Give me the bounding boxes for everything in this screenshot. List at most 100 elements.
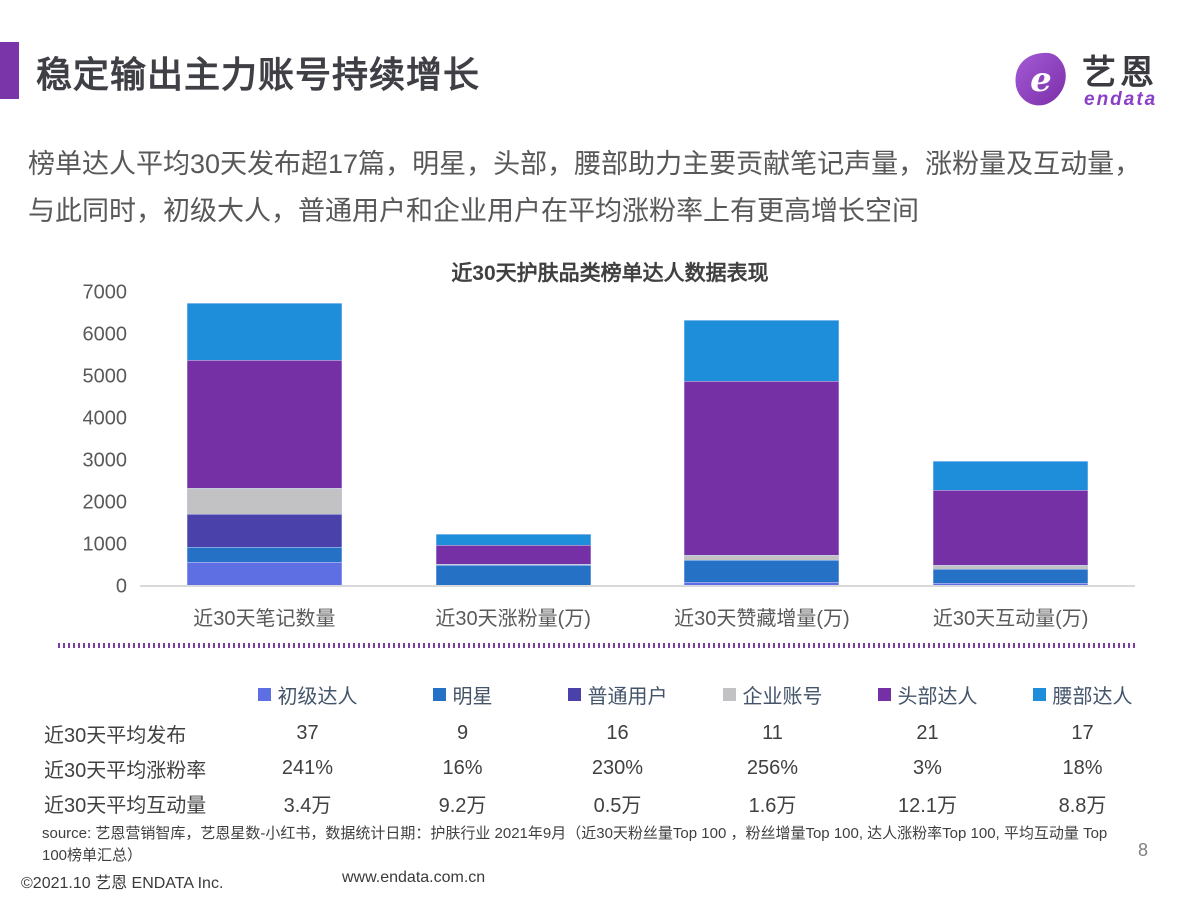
chart-legend: 初级达人 明星 普通用户 企业账号 头部达人 腰部达人 [230, 680, 1160, 709]
legend-label-明星: 明星 [452, 686, 493, 708]
bar-segment-初级达人 [933, 583, 1089, 585]
legend-item-普通用户: 普通用户 [540, 680, 695, 709]
stats-value-3-4: 1.6万 [748, 795, 797, 817]
source-note-line-1: source: 艺恩营销智库，艺恩星数-小红书，数据统计日期：护肤行业 2021… [42, 825, 1079, 842]
stats-row-label: 近30天平均互动量 [44, 795, 207, 817]
brand-name-en: endata [1084, 88, 1158, 110]
page-title: 稳定输出主力账号持续增长 [36, 54, 481, 95]
legend-label-企业账号: 企业账号 [742, 686, 823, 708]
stats-value-1-3: 16 [606, 722, 629, 744]
stats-value-3-3: 0.5万 [593, 795, 642, 817]
x-axis-labels: 近30天笔记数量 近30天涨粉量(万) 近30天赞藏增量(万) 近30天互动量(万) [140, 602, 1135, 631]
brand-name-cn: 艺恩 [1082, 53, 1158, 92]
intro-paragraph: 榜单达人平均30天发布超17篇，明星，头部，腰部助力主要贡献笔记声量，涨粉量及互… [28, 141, 1188, 235]
stats-value-2-1: 241% [281, 757, 334, 779]
legend-item-头部达人: 头部达人 [850, 680, 1005, 709]
stats-value-3-1: 3.4万 [283, 795, 332, 817]
y-tick-4000: 4000 [82, 407, 128, 430]
y-tick-7000: 7000 [82, 281, 128, 304]
bar-segment-腰部达人 [933, 460, 1089, 491]
legend-label-初级达人: 初级达人 [277, 686, 358, 708]
y-tick-6000: 6000 [82, 323, 128, 346]
stats-value-3-6: 8.8万 [1058, 795, 1107, 817]
bar-segment-普通用户 [186, 513, 342, 548]
legend-label-腰部达人: 腰部达人 [1052, 686, 1133, 708]
stats-value-1-2: 9 [456, 722, 469, 744]
y-axis: 7000 6000 5000 4000 3000 2000 1000 0 [0, 282, 128, 598]
bar-segment-头部达人 [684, 381, 840, 556]
legend-item-初级达人: 初级达人 [230, 680, 385, 709]
bar-segment-明星 [435, 565, 591, 585]
x-label-2: 近30天涨粉量(万) [435, 608, 591, 630]
source-note: source: 艺恩营销智库，艺恩星数-小红书，数据统计日期：护肤行业 2021… [42, 823, 1130, 867]
bar-segment-腰部达人 [435, 533, 591, 545]
bar-segment-明星 [186, 547, 342, 562]
legend-item-明星: 明星 [385, 680, 540, 709]
stats-value-2-6: 18% [1062, 757, 1103, 779]
stacked-bar-2 [435, 533, 591, 585]
legend-swatch-腰部达人 [1032, 688, 1046, 701]
bar-segment-企业账号 [435, 563, 591, 566]
footer-copyright: ©2021.10 艺恩 ENDATA Inc. [21, 875, 224, 892]
stats-table: 近30天平均发布 37 9 16 11 21 17 近30天平均涨粉率 241% 16% 230% 2… [40, 716, 1160, 821]
stats-row-label: 近30天平均发布 [44, 725, 187, 747]
stacked-bar-3 [684, 319, 840, 585]
stats-row-3: 近30天平均互动量 3.4万 9.2万 0.5万 1.6万 12.1万 8.8万 [40, 786, 1160, 821]
bar-segment-企业账号 [186, 488, 342, 514]
stats-row-label: 近30天平均涨粉率 [44, 760, 207, 782]
legend-swatch-普通用户 [567, 688, 581, 701]
stats-value-1-6: 17 [1071, 722, 1094, 744]
page-number: 8 [1138, 840, 1149, 860]
legend-label-普通用户: 普通用户 [587, 686, 668, 708]
stats-value-1-5: 21 [916, 722, 939, 744]
endata-logo-text: 艺恩 endata [1082, 56, 1158, 110]
stats-value-1-1: 37 [296, 722, 319, 744]
y-tick-5000: 5000 [82, 365, 128, 388]
plot-area [140, 293, 1135, 587]
bar-segment-初级达人 [186, 561, 342, 585]
legend-swatch-企业账号 [722, 688, 736, 701]
stacked-bar-chart: 7000 6000 5000 4000 3000 2000 1000 0 [0, 282, 1200, 598]
stats-row-2: 近30天平均涨粉率 241% 16% 230% 256% 3% 18% [40, 751, 1160, 786]
endata-logo-icon: e [1012, 50, 1072, 115]
x-label-1: 近30天笔记数量 [193, 608, 336, 630]
intro-line-1: 榜单达人平均30天发布超17篇，明星，头部，腰部助力主要贡献笔记声量，涨粉量及互… [28, 149, 1142, 179]
legend-swatch-明星 [432, 688, 446, 701]
bar-segment-头部达人 [933, 490, 1089, 566]
svg-text:e: e [1030, 60, 1052, 100]
y-tick-1000: 1000 [82, 533, 128, 556]
endata-logo: e 艺恩 endata [1012, 50, 1158, 115]
stats-value-3-5: 12.1万 [898, 795, 957, 817]
y-tick-0: 0 [115, 575, 127, 598]
stats-row-1: 近30天平均发布 37 9 16 11 21 17 [40, 716, 1160, 751]
y-tick-3000: 3000 [82, 449, 128, 472]
stacked-bar-1 [186, 302, 342, 585]
legend-label-头部达人: 头部达人 [897, 686, 978, 708]
bar-segment-初级达人 [684, 581, 840, 585]
bar-segment-腰部达人 [186, 302, 342, 360]
bar-segment-腰部达人 [684, 319, 840, 382]
stats-value-2-2: 16% [442, 757, 483, 779]
bar-segment-企业账号 [684, 555, 840, 560]
bar-segment-头部达人 [435, 544, 591, 564]
bar-segment-头部达人 [186, 359, 342, 489]
bar-segment-企业账号 [933, 565, 1089, 570]
x-label-3: 近30天赞藏增量(万) [674, 608, 850, 630]
intro-line-2: 与此同时，初级大人，普通用户和企业用户在平均涨粉率上有更高增长空间 [28, 196, 919, 226]
x-label-4: 近30天互动量(万) [932, 608, 1089, 630]
legend-swatch-头部达人 [877, 688, 891, 701]
chart-title: 近30天护肤品类榜单达人数据表现 [451, 262, 769, 285]
footer-website: www.endata.com.cn [342, 869, 486, 886]
bar-segment-明星 [684, 559, 840, 582]
y-tick-2000: 2000 [82, 491, 128, 514]
source-note-line-2: Top 100榜单汇总） [42, 825, 1108, 864]
stats-value-1-4: 11 [762, 722, 783, 744]
stats-value-2-4: 256% [746, 757, 799, 779]
stats-value-2-5: 3% [913, 757, 942, 779]
legend-swatch-初级达人 [257, 688, 271, 701]
dotted-separator [58, 643, 1136, 648]
legend-item-企业账号: 企业账号 [695, 680, 850, 709]
bar-segment-明星 [933, 569, 1089, 584]
stacked-bar-4 [933, 460, 1089, 585]
